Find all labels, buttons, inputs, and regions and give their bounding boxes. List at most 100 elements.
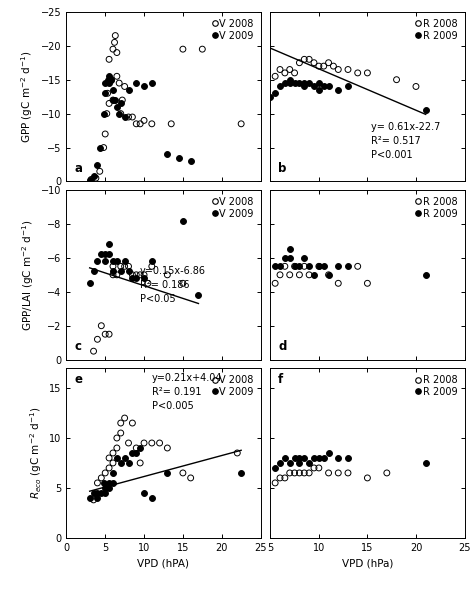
Point — [266, 92, 274, 102]
Point — [315, 79, 323, 88]
Point — [90, 171, 97, 181]
Point — [148, 493, 155, 502]
Point — [104, 75, 111, 85]
Point — [320, 61, 328, 71]
Point — [315, 453, 323, 463]
Point — [310, 463, 318, 473]
Point — [94, 256, 101, 266]
Point — [94, 335, 101, 344]
Point — [281, 68, 289, 77]
Point — [305, 468, 313, 478]
Point — [301, 79, 308, 88]
Point — [271, 478, 279, 488]
X-axis label: VPD (hPA): VPD (hPA) — [137, 558, 190, 568]
Point — [271, 463, 279, 473]
Point — [98, 488, 105, 498]
Point — [140, 488, 148, 498]
Point — [393, 75, 401, 85]
Point — [286, 270, 293, 280]
Point — [94, 478, 101, 488]
Point — [281, 79, 289, 88]
Point — [90, 346, 97, 356]
Text: c: c — [74, 340, 81, 353]
Point — [329, 61, 337, 71]
Point — [301, 54, 308, 64]
Point — [291, 453, 298, 463]
Point — [315, 61, 323, 71]
Legend: V 2008, V 2009: V 2008, V 2009 — [210, 373, 256, 399]
Point — [90, 267, 97, 276]
Point — [105, 483, 113, 493]
X-axis label: VPD (hPa): VPD (hPa) — [342, 558, 393, 568]
Point — [128, 112, 136, 122]
Point — [335, 468, 342, 478]
Point — [271, 89, 279, 98]
Point — [121, 82, 128, 91]
Point — [164, 443, 171, 453]
Point — [148, 119, 155, 128]
Point — [310, 453, 318, 463]
Point — [276, 82, 284, 91]
Point — [105, 329, 113, 339]
Point — [109, 256, 117, 266]
Point — [271, 262, 279, 271]
Point — [305, 458, 313, 467]
Point — [98, 321, 105, 330]
Point — [301, 468, 308, 478]
Point — [128, 270, 136, 280]
Point — [187, 157, 194, 166]
Point — [354, 262, 362, 271]
Text: a: a — [74, 162, 82, 175]
Point — [364, 473, 371, 483]
Point — [117, 418, 125, 428]
Point — [121, 262, 128, 271]
Point — [117, 99, 125, 108]
Point — [301, 82, 308, 91]
Point — [101, 129, 109, 139]
Point — [140, 116, 148, 125]
Point — [315, 262, 323, 271]
Point — [335, 278, 342, 288]
Point — [109, 448, 117, 457]
Point — [335, 262, 342, 271]
Point — [286, 458, 293, 467]
Point — [335, 453, 342, 463]
Point — [111, 95, 119, 105]
Point — [94, 160, 101, 169]
Y-axis label: GPP/LAI (gC m$^{-2}$ d$^{-1}$): GPP/LAI (gC m$^{-2}$ d$^{-1}$) — [20, 219, 36, 331]
Point — [109, 44, 117, 54]
Point — [98, 250, 105, 259]
Point — [101, 250, 109, 259]
Legend: R 2008, R 2009: R 2008, R 2009 — [414, 17, 460, 43]
Point — [87, 175, 95, 184]
Point — [281, 262, 289, 271]
Point — [105, 54, 113, 64]
Point — [325, 270, 332, 280]
Text: b: b — [278, 162, 286, 175]
Point — [113, 72, 121, 81]
Legend: R 2008, R 2009: R 2008, R 2009 — [414, 195, 460, 220]
Point — [344, 82, 352, 91]
Point — [301, 253, 308, 262]
Point — [118, 95, 126, 105]
Point — [276, 262, 284, 271]
Point — [117, 458, 125, 467]
Point — [113, 270, 121, 280]
Point — [115, 79, 123, 88]
Point — [281, 473, 289, 483]
Point — [94, 493, 101, 502]
Point — [109, 95, 117, 105]
Point — [140, 270, 148, 280]
Point — [109, 270, 117, 280]
Point — [133, 119, 140, 128]
Point — [291, 79, 298, 88]
Point — [325, 270, 332, 280]
Point — [310, 58, 318, 67]
Point — [101, 79, 109, 88]
Point — [179, 468, 187, 478]
Point — [90, 488, 97, 498]
Point — [96, 167, 103, 176]
Point — [354, 68, 362, 77]
Point — [422, 270, 429, 280]
Point — [125, 262, 132, 271]
